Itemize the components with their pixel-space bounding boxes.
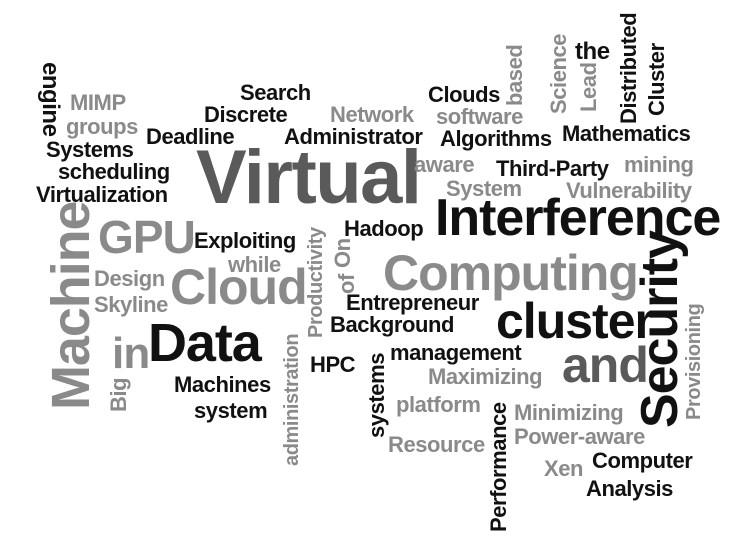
word-based: based: [502, 44, 527, 106]
word-science: Science: [546, 33, 571, 114]
word-system-cap: System: [446, 176, 522, 201]
word-groups: groups: [66, 114, 138, 139]
word-background: Background: [330, 312, 454, 337]
word-exploiting: Exploiting: [194, 228, 296, 253]
word-power-aware: Power-aware: [514, 424, 645, 449]
word-computing: Computing: [383, 245, 639, 301]
word-minimizing: Minimizing: [514, 400, 624, 425]
word-cluster-cap: Cluster: [644, 43, 669, 116]
word-mining: mining: [624, 152, 694, 177]
word-in: in: [112, 329, 150, 378]
word-third-party: Third-Party: [496, 156, 609, 181]
word-engine: engine: [37, 62, 64, 137]
word-cloud-term: Cloud: [170, 259, 308, 315]
word-virtual: Virtual: [196, 135, 422, 220]
word-performance: Performance: [486, 402, 511, 532]
word-the: the: [575, 38, 610, 65]
word-machines: Machines: [174, 372, 271, 397]
word-distributed: Distributed: [616, 12, 641, 124]
word-machine: Machine: [41, 201, 101, 411]
word-systems-lower: systems: [364, 353, 389, 438]
word-analysis: Analysis: [586, 476, 673, 501]
word-mathematics: Mathematics: [562, 121, 691, 146]
word-while: while: [228, 252, 281, 277]
word-design: Design: [94, 266, 165, 291]
word-scheduling: scheduling: [58, 159, 170, 184]
word-platform: platform: [396, 392, 481, 417]
word-aware: aware: [414, 152, 475, 177]
word-algorithms: Algorithms: [440, 126, 552, 151]
word-computer: Computer: [592, 448, 693, 473]
word-data: Data: [148, 313, 262, 373]
word-provisioning: Provisioning: [683, 303, 705, 420]
word-lead: Lead: [576, 62, 601, 112]
word-systems-cap: Systems: [46, 137, 134, 162]
word-skyline: Skyline: [94, 292, 168, 317]
word-productivity: Productivity: [305, 227, 327, 338]
word-resource: Resource: [388, 432, 485, 457]
word-vulnerability: Vulnerability: [566, 178, 692, 203]
word-management: management: [390, 340, 522, 365]
word-clouds: Clouds: [428, 82, 500, 107]
word-deadline: Deadline: [146, 124, 235, 149]
word-xen: Xen: [544, 456, 584, 481]
word-entrepreneur: Entrepreneur: [346, 290, 479, 315]
word-hadoop: Hadoop: [344, 216, 424, 241]
word-search: Search: [240, 80, 311, 105]
word-hpc: HPC: [310, 352, 356, 377]
word-gpu: GPU: [98, 211, 196, 263]
word-security: Security: [631, 231, 689, 428]
word-administration: administration: [281, 333, 303, 466]
word-network: Network: [330, 102, 414, 127]
word-administrator: Administrator: [284, 124, 423, 149]
word-and: and: [562, 337, 649, 393]
word-interference: Interference: [435, 189, 721, 247]
word-big: Big: [106, 377, 131, 412]
word-maximizing: Maximizing: [428, 364, 543, 389]
word-system-lower: system: [194, 398, 268, 423]
word-virtualization: Virtualization: [36, 182, 168, 207]
word-cluster-lower: cluster: [496, 293, 654, 349]
word-mimp: MIMP: [70, 90, 126, 115]
word-software: software: [436, 104, 523, 129]
word-on: On: [330, 238, 355, 268]
word-discrete: Discrete: [204, 102, 288, 127]
